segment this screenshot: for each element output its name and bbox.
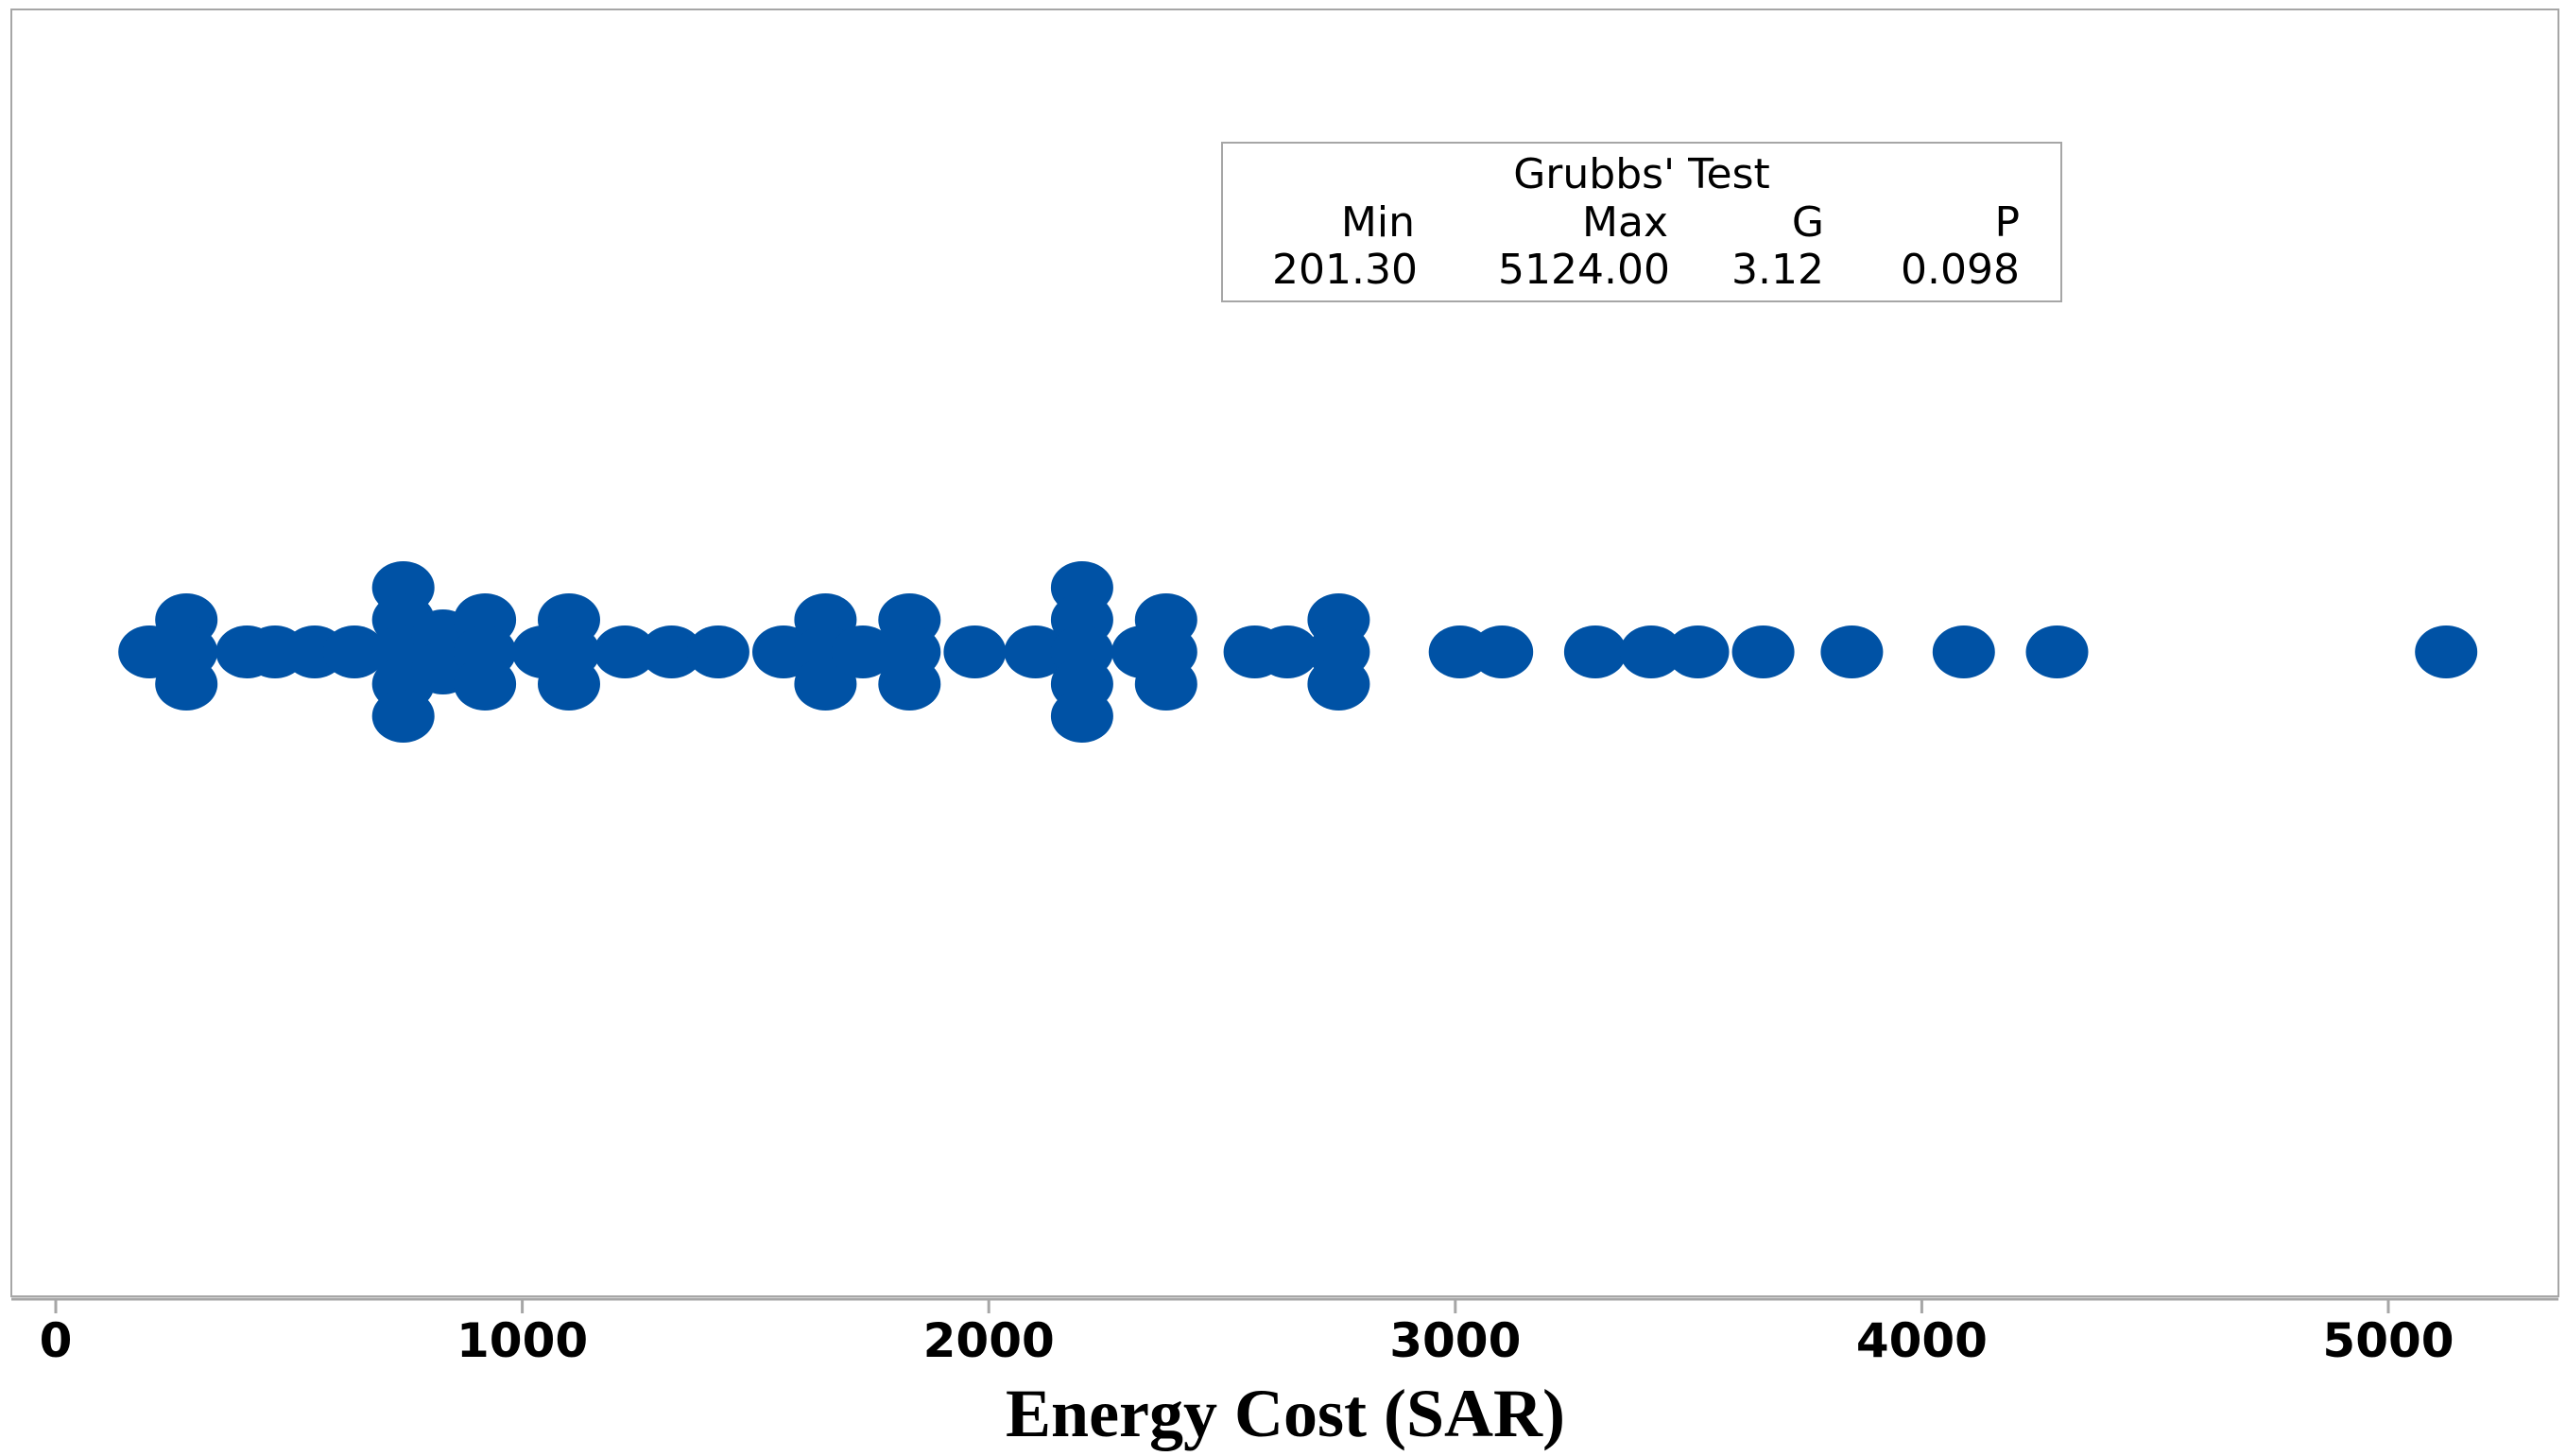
x-tick-label: 0 bbox=[40, 1313, 73, 1368]
data-point bbox=[1256, 625, 1319, 678]
stats-header-min: Min bbox=[1341, 198, 1415, 247]
data-point bbox=[640, 625, 703, 678]
stats-header-max: Max bbox=[1582, 198, 1668, 247]
data-point bbox=[2025, 625, 2089, 678]
x-tick-label: 3000 bbox=[1389, 1313, 1521, 1368]
data-point bbox=[1471, 625, 1534, 678]
data-point bbox=[1307, 658, 1370, 711]
x-axis: 0 1000 2000 3000 4000 5000 bbox=[11, 1297, 2558, 1368]
x-tick-label: 1000 bbox=[456, 1313, 588, 1368]
stats-value-g: 3.12 bbox=[1731, 246, 1824, 294]
data-point bbox=[1932, 625, 1995, 678]
plot-frame bbox=[10, 9, 2559, 1297]
stats-value-max: 5124.00 bbox=[1498, 246, 1670, 294]
data-point bbox=[1731, 625, 1795, 678]
data-point bbox=[1134, 658, 1197, 711]
data-point bbox=[454, 658, 517, 711]
data-point bbox=[1050, 690, 1113, 743]
data-point bbox=[1004, 625, 1067, 678]
data-point bbox=[1620, 625, 1683, 678]
stats-box-frame bbox=[1221, 142, 2062, 302]
data-point bbox=[2415, 625, 2478, 678]
data-point bbox=[1563, 625, 1627, 678]
stats-box-title: Grubbs' Test bbox=[1513, 150, 1770, 198]
data-point bbox=[1820, 625, 1884, 678]
data-point bbox=[371, 690, 435, 743]
x-tick-label: 4000 bbox=[1856, 1313, 1988, 1368]
x-ticks: 0 1000 2000 3000 4000 5000 bbox=[40, 1299, 2454, 1368]
data-point bbox=[538, 658, 600, 711]
x-axis-title: Energy Cost (SAR) bbox=[1006, 1376, 1565, 1451]
stats-value-p: 0.098 bbox=[1901, 246, 2020, 294]
x-tick-label: 2000 bbox=[923, 1313, 1055, 1368]
x-tick-label: 5000 bbox=[2322, 1313, 2454, 1368]
stats-value-min: 201.30 bbox=[1272, 246, 1418, 294]
stats-header-p: P bbox=[1994, 198, 2020, 247]
grubbs-test-box: Grubbs' Test Min Max G P 201.30 5124.00 … bbox=[1221, 142, 2062, 302]
data-point bbox=[594, 625, 657, 678]
data-point bbox=[686, 625, 749, 678]
data-point bbox=[1666, 625, 1730, 678]
data-points bbox=[118, 561, 2478, 743]
data-point bbox=[943, 625, 1007, 678]
data-point bbox=[155, 658, 218, 711]
data-point bbox=[878, 658, 941, 711]
data-point bbox=[322, 625, 386, 678]
data-point bbox=[831, 625, 894, 678]
stats-header-g: G bbox=[1792, 198, 1824, 247]
